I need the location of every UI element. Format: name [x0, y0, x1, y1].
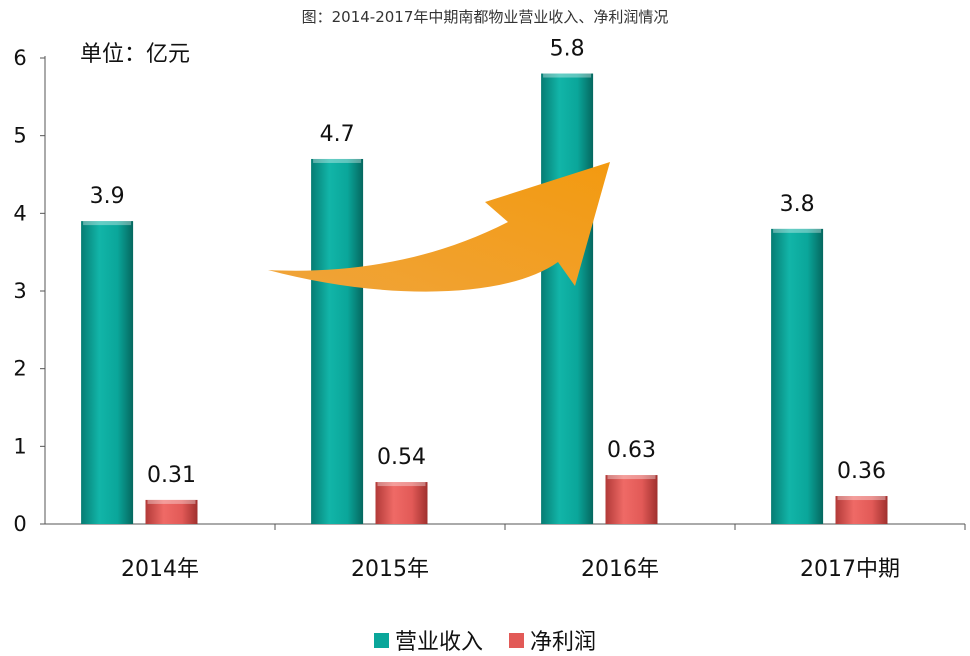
data-label-revenue: 4.7: [320, 122, 355, 147]
legend: 营业收入 净利润: [0, 624, 970, 656]
bar-revenue: [311, 158, 364, 524]
x-tick-label: 2015年: [351, 557, 429, 582]
chart-title: 图：2014-2017年中期南都物业营业收入、净利润情况: [301, 8, 669, 26]
bar-revenue: [541, 73, 594, 525]
x-tick-label: 2017中期: [800, 557, 900, 582]
bar-net-profit: [605, 475, 658, 524]
bar-net-profit-bevel: [837, 496, 886, 501]
y-tick-label: 3: [13, 279, 26, 303]
legend-item-revenue: 营业收入: [373, 624, 483, 656]
legend-swatch-net-profit: [509, 632, 524, 648]
y-tick-label: 6: [13, 46, 26, 70]
bar-revenue: [771, 228, 824, 524]
bar-net-profit-bevel: [607, 475, 656, 480]
y-tick-label: 5: [13, 124, 26, 148]
unit-label: 单位：亿元: [80, 42, 191, 67]
y-tick-label: 4: [13, 201, 26, 225]
bar-revenue: [81, 221, 134, 524]
bar-revenue-bevel: [313, 158, 362, 163]
legend-label-net-profit: 净利润: [530, 630, 597, 655]
data-label-net-profit: 0.31: [147, 463, 196, 488]
data-label-revenue: 3.9: [90, 184, 125, 209]
bar-net-profit-bevel: [377, 482, 426, 487]
y-tick-label: 0: [13, 512, 26, 536]
x-tick-label: 2016年: [581, 557, 659, 582]
data-label-net-profit: 0.36: [837, 459, 886, 484]
legend-item-net-profit: 净利润: [509, 624, 596, 656]
legend-swatch-revenue: [373, 632, 389, 648]
data-label-net-profit: 0.54: [377, 445, 426, 470]
bar-net-profit: [375, 482, 428, 524]
x-tick-label: 2014年: [121, 557, 199, 582]
bar-revenue-bevel: [83, 221, 132, 226]
bar-revenue-bevel: [773, 228, 822, 233]
y-tick-label: 2: [13, 357, 26, 381]
bar-net-profit-bevel: [147, 499, 196, 504]
bar-net-profit: [145, 499, 198, 524]
bar-net-profit: [835, 496, 888, 524]
data-label-revenue: 3.8: [780, 192, 815, 217]
data-label-revenue: 5.8: [550, 37, 585, 62]
y-tick-label: 1: [13, 434, 26, 458]
bar-revenue-bevel: [543, 73, 592, 78]
data-label-net-profit: 0.63: [607, 438, 656, 463]
legend-label-revenue: 营业收入: [394, 630, 483, 655]
growth-arrow: [268, 162, 610, 292]
